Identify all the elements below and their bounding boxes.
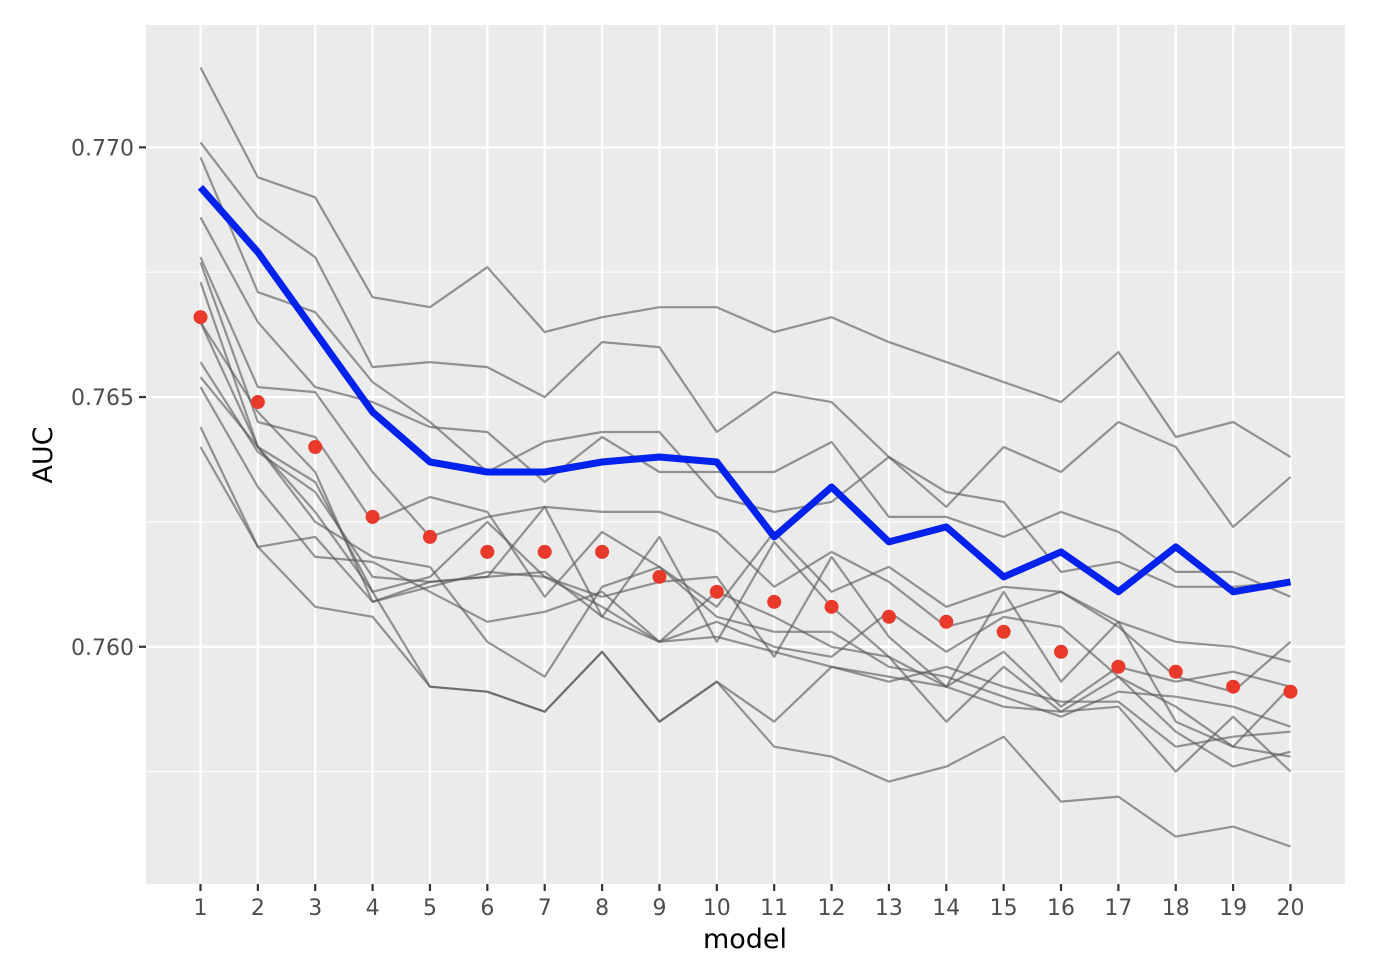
minor-grid (146, 271, 1345, 773)
x-axis-title: model (703, 924, 787, 955)
x-tick-label: 18 (1162, 896, 1190, 921)
individual-series-line (199, 321, 1291, 848)
x-tick-label: 7 (538, 896, 552, 921)
highlight-series-line (197, 184, 1292, 596)
highlight-series (197, 184, 1292, 596)
data-point (250, 395, 265, 410)
individual-series-line (199, 216, 1291, 598)
data-point (537, 544, 552, 559)
individual-series-line (199, 426, 1292, 773)
individual-series-line (199, 256, 1292, 693)
y-axis: 0.760 0.765 0.770 (71, 136, 146, 661)
data-point (422, 529, 437, 544)
data-point (824, 599, 839, 614)
x-tick-label: 15 (990, 896, 1018, 921)
x-tick-label: 19 (1219, 896, 1247, 921)
data-point (996, 624, 1011, 639)
x-tick-label: 2 (251, 896, 265, 921)
individual-series-line (199, 386, 1291, 748)
x-tick-label: 3 (308, 896, 322, 921)
x-tick-label: 11 (760, 896, 788, 921)
data-point (365, 509, 380, 524)
data-point (193, 310, 208, 325)
data-point (595, 544, 610, 559)
data-point (939, 614, 954, 629)
y-axis-title: AUC (28, 426, 59, 483)
data-point (1054, 644, 1069, 659)
individual-series-line (199, 376, 1291, 728)
y-tick-label: 0.765 (71, 386, 134, 411)
x-tick-label: 14 (932, 896, 960, 921)
x-tick-label: 10 (703, 896, 731, 921)
y-tick-label: 0.770 (71, 136, 134, 161)
individual-series-line (199, 361, 1291, 758)
individual-series-line (199, 446, 1291, 768)
x-tick-label: 8 (595, 896, 609, 921)
data-point (652, 569, 667, 584)
plot-panel (146, 25, 1345, 884)
individual-series-line (199, 281, 1291, 708)
x-tick-label: 6 (480, 896, 494, 921)
x-axis: 1 2 3 4 5 6 7 8 9 10 11 12 13 14 15 16 17 18 19 20 (194, 884, 1305, 921)
data-point (1168, 664, 1183, 679)
x-tick-label: 13 (875, 896, 903, 921)
mean-points (193, 310, 1298, 699)
data-point (881, 609, 896, 624)
individual-series-line (199, 261, 1291, 663)
x-tick-label: 9 (652, 896, 666, 921)
x-tick-label: 17 (1104, 896, 1132, 921)
x-tick-label: 5 (423, 896, 437, 921)
individual-series-line (199, 66, 1292, 458)
data-point (1283, 684, 1298, 699)
data-point (709, 584, 724, 599)
x-tick-label: 1 (194, 896, 208, 921)
data-point (1226, 679, 1241, 694)
data-point (1111, 659, 1126, 674)
data-point (308, 440, 323, 455)
y-tick-label: 0.760 (71, 636, 134, 661)
x-tick-label: 20 (1277, 896, 1305, 921)
individual-series-line (199, 141, 1292, 529)
data-point (480, 544, 495, 559)
x-tick-label: 4 (366, 896, 380, 921)
x-tick-label: 12 (818, 896, 846, 921)
individual-series-lines (199, 66, 1292, 848)
x-tick-label: 16 (1047, 896, 1075, 921)
data-point (767, 594, 782, 609)
